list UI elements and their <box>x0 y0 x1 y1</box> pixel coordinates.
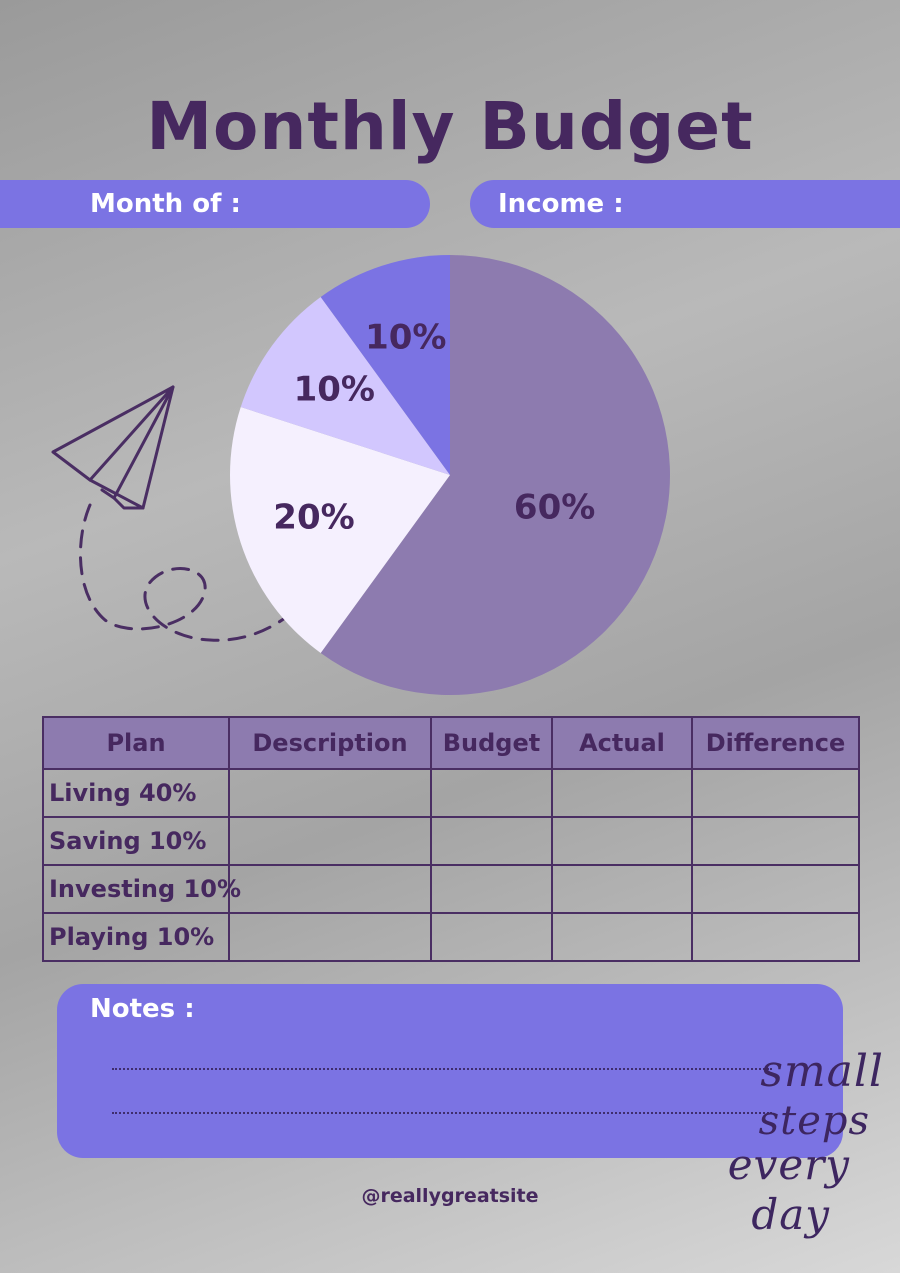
difference-cell[interactable] <box>691 816 860 866</box>
actual-cell[interactable] <box>551 816 693 866</box>
description-cell[interactable] <box>228 816 432 866</box>
difference-cell[interactable] <box>691 768 860 818</box>
table-row: Investing 10% <box>42 864 860 914</box>
plan-saving: Saving 10% <box>42 816 230 866</box>
budget-cell[interactable] <box>430 912 553 962</box>
pie-slice-2 <box>240 297 450 475</box>
pie-label-1: 20% <box>273 498 354 538</box>
notes-box[interactable]: Notes : <box>57 984 843 1158</box>
header-budget: Budget <box>430 716 553 770</box>
notes-label: Notes : <box>90 994 195 1024</box>
budget-cell[interactable] <box>430 816 553 866</box>
tagline-day: day <box>751 1190 830 1239</box>
plan-living: Living 40% <box>42 768 230 818</box>
actual-cell[interactable] <box>551 864 693 914</box>
page-title: Monthly Budget <box>146 88 754 165</box>
tagline-every: every <box>727 1140 850 1189</box>
pie-label-0: 60% <box>514 487 595 527</box>
header-difference: Difference <box>691 716 860 770</box>
website-handle: @reallygreatsite <box>361 1185 539 1207</box>
header-actual: Actual <box>551 716 693 770</box>
tagline-small: small <box>760 1046 884 1097</box>
actual-cell[interactable] <box>551 768 693 818</box>
table-row: Playing 10% <box>42 912 860 962</box>
plan-playing: Playing 10% <box>42 912 230 962</box>
tagline-steps: steps <box>758 1098 870 1144</box>
budget-cell[interactable] <box>430 768 553 818</box>
description-cell[interactable] <box>228 912 432 962</box>
difference-cell[interactable] <box>691 864 860 914</box>
pie-slice-3 <box>320 255 450 475</box>
table-row: Living 40% <box>42 768 860 818</box>
difference-cell[interactable] <box>691 912 860 962</box>
paper-plane-icon <box>51 385 287 642</box>
pie-slice-1 <box>230 407 450 653</box>
budget-cell[interactable] <box>430 864 553 914</box>
pie-label-3: 10% <box>365 317 446 357</box>
table-row: Saving 10% <box>42 816 860 866</box>
actual-cell[interactable] <box>551 912 693 962</box>
pie-label-2: 10% <box>294 369 375 409</box>
income-label: Income : <box>498 189 624 219</box>
description-cell[interactable] <box>228 768 432 818</box>
notes-line <box>112 1112 772 1114</box>
pie-slice-0 <box>320 255 670 695</box>
table-header-row: Plan Description Budget Actual Differenc… <box>42 716 860 770</box>
description-cell[interactable] <box>228 864 432 914</box>
header-description: Description <box>228 716 432 770</box>
income-field[interactable]: Income : <box>470 180 900 228</box>
plan-investing: Investing 10% <box>42 864 241 914</box>
header-plan: Plan <box>42 716 230 770</box>
budget-table: Plan Description Budget Actual Differenc… <box>42 716 860 962</box>
month-label: Month of : <box>90 189 241 219</box>
notes-line <box>112 1068 772 1070</box>
month-field[interactable]: Month of : <box>0 180 430 228</box>
budget-pie-chart: 60% 20% 10% 10% <box>230 255 670 695</box>
